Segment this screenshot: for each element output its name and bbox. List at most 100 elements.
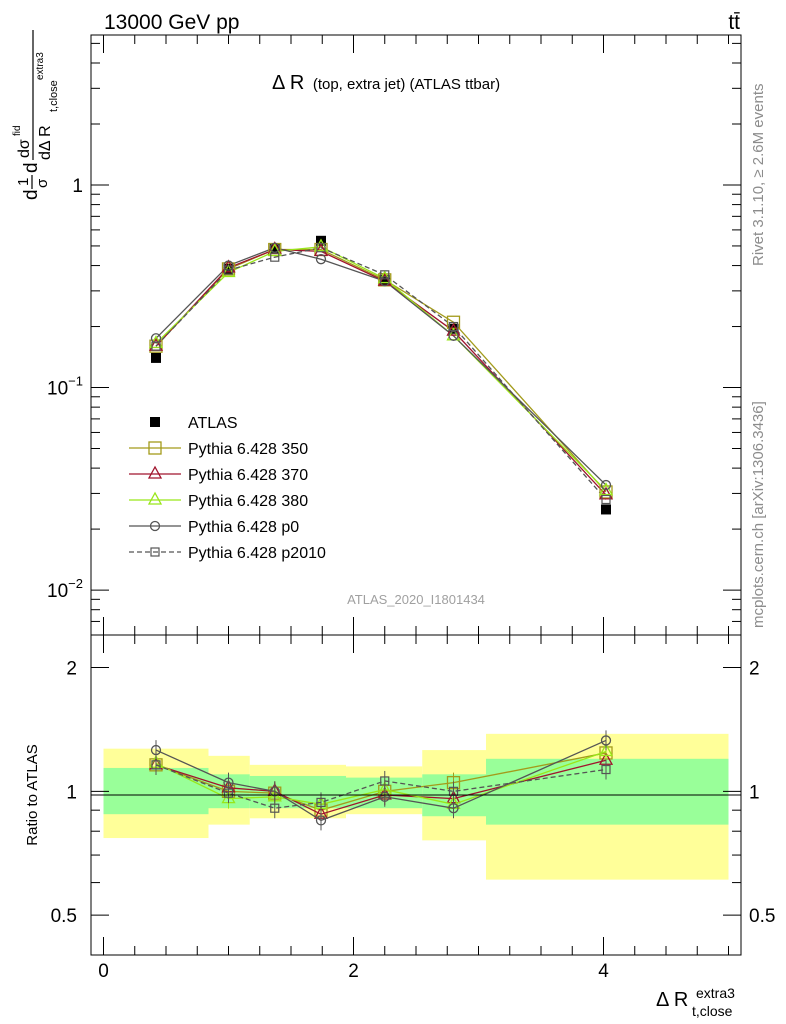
- point-pythia-6-428-380: [313, 238, 329, 252]
- point-atlas: [379, 274, 390, 285]
- main-series-layer: [148, 235, 614, 515]
- y-tick-label: 10−1: [47, 374, 83, 400]
- point-atlas: [151, 352, 161, 363]
- ylabel-fid: fid: [12, 125, 23, 136]
- legend-marker: [148, 441, 162, 455]
- x-tick-label: 0: [98, 961, 109, 982]
- ratio-point-pythia-6-428-p0: [269, 786, 280, 797]
- ratio-band-stat: [486, 758, 729, 825]
- ratio-y-tick-label-right: 0.5: [749, 906, 775, 927]
- main-y-tick-labels: 1 10−1 10−2: [47, 176, 83, 602]
- legend-entry-pythia-6-428-p2010: Pythia 6.428 p2010: [129, 545, 326, 562]
- ratio-axis-ticks: [91, 635, 741, 955]
- xlabel-sup: extra3: [696, 985, 735, 1001]
- ratio-y-tick-label: 2: [66, 659, 77, 680]
- point-pythia-6-428-p2010: [448, 321, 459, 332]
- point-pythia-6-428-350: [221, 262, 236, 276]
- ratio-y-tick-label: 1: [66, 782, 77, 803]
- point-pythia-6-428-p2010: [151, 341, 161, 351]
- point-pythia-6-428-p0: [150, 333, 162, 344]
- legend-label: ATLAS: [188, 415, 238, 432]
- ylabel-sigma: σ: [34, 178, 51, 188]
- energy-label: 13000 GeV pp: [104, 11, 239, 34]
- point-atlas: [601, 504, 611, 515]
- ratio-point-pythia-6-428-p0: [150, 744, 162, 756]
- point-pythia-6-428-350: [599, 485, 613, 499]
- point-pythia-6-428-p2010: [223, 265, 234, 275]
- ratio-point-pythia-6-428-p0: [448, 803, 459, 814]
- ratio-y-tick-label-right: 1: [749, 782, 760, 803]
- xlabel-sub: t,close: [692, 1003, 733, 1019]
- xlabel-main: Δ R: [656, 989, 688, 1011]
- legend-marker: [150, 547, 160, 557]
- ratio-point-pythia-6-428-p0: [315, 815, 327, 826]
- point-pythia-6-428-370: [313, 243, 329, 257]
- point-pythia-6-428-p2010: [316, 243, 326, 253]
- point-pythia-6-428-370: [446, 322, 461, 336]
- ratio-y-axis-label: Ratio to ATLAS: [24, 744, 41, 845]
- legend-label: Pythia 6.428 350: [188, 441, 308, 458]
- ylabel-sup: extra3: [35, 52, 46, 80]
- x-tick-labels: 0 2 4: [98, 961, 609, 982]
- legend-entry-atlas: ATLAS: [150, 415, 238, 432]
- ratio-panel: 2 2 1 1 0.5 0.5 0 2 4 Ratio to ATLAS Δ R extra3…: [24, 634, 776, 1019]
- plot-title-sub: (top, extra jet) (ATLAS ttbar): [313, 76, 500, 93]
- ratio-bands: [103, 733, 729, 880]
- legend-entry-pythia-6-428-350: Pythia 6.428 350: [129, 441, 308, 458]
- legend-marker: [149, 520, 161, 532]
- ratio-y-tick-labels: 2 2 1 1 0.5 0.5: [51, 659, 776, 928]
- legend-entry-pythia-6-428-380: Pythia 6.428 380: [129, 491, 308, 510]
- ratio-y-tick-label: 0.5: [51, 906, 77, 927]
- legend-entry-pythia-6-428-370: Pythia 6.428 370: [129, 465, 308, 484]
- y-tick-label: 10−2: [47, 576, 83, 602]
- point-pythia-6-428-380: [221, 264, 236, 278]
- point-atlas: [269, 243, 280, 254]
- ratio-point-pythia-6-428-380: [598, 743, 614, 757]
- ylabel-prefix: d: [21, 189, 42, 200]
- point-pythia-6-428-370: [598, 486, 614, 500]
- legend-marker: [147, 491, 163, 505]
- legend-label: Pythia 6.428 380: [188, 493, 308, 510]
- point-pythia-6-428-p2010: [380, 270, 390, 280]
- x-tick-label: 2: [348, 961, 359, 982]
- ratio-point-pythia-6-428-p2010: [270, 803, 280, 813]
- ratio-series-layer: [148, 730, 614, 831]
- main-axis-ticks: [91, 35, 741, 636]
- ylabel-denominator: dΔ R: [37, 125, 54, 160]
- point-pythia-6-428-380: [267, 243, 282, 257]
- y-tick-label: 1: [72, 176, 83, 197]
- ratio-point-pythia-6-428-p0: [600, 735, 612, 746]
- legend-label: Pythia 6.428 370: [188, 467, 308, 484]
- point-pythia-6-428-p2010: [270, 252, 280, 262]
- legend-marker: [150, 417, 160, 427]
- plot-title: Δ R (top, extra jet) (ATLAS ttbar): [272, 72, 500, 94]
- legend-entry-pythia-6-428-p0: Pythia 6.428 p0: [129, 519, 299, 536]
- ratio-point-pythia-6-428-p2010: [601, 764, 611, 775]
- main-y-axis-label: d 1 σ d dσ fid dΔ R t,close extra3: [12, 30, 60, 200]
- x-axis-label: Δ R extra3 t,close: [656, 985, 735, 1019]
- point-pythia-6-428-p2010: [601, 494, 611, 505]
- point-pythia-6-428-p0: [448, 330, 459, 341]
- point-atlas: [223, 263, 234, 274]
- legend: ATLAS Pythia 6.428 350 Pythia 6.428 370 Pyt…: [129, 415, 326, 562]
- x-tick-label: 4: [598, 961, 609, 982]
- point-pythia-6-428-p0: [315, 254, 327, 265]
- point-pythia-6-428-p0: [269, 242, 280, 253]
- ylabel-d: d: [21, 162, 42, 173]
- legend-label: Pythia 6.428 p2010: [188, 545, 326, 562]
- ratio-point-pythia-6-428-p2010: [316, 797, 326, 808]
- ratio-band-stat: [103, 767, 209, 815]
- mcplots-label: mcplots.cern.ch [arXiv:1306.3436]: [750, 401, 767, 628]
- ylabel-sub: t,close: [48, 80, 60, 112]
- ylabel-dsigma: dσ: [16, 139, 33, 158]
- legend-marker: [147, 465, 163, 479]
- ratio-y-tick-label-right: 2: [749, 659, 760, 680]
- ylabel-one: 1: [15, 178, 32, 186]
- process-label: tt̄: [728, 11, 740, 34]
- analysis-label: ATLAS_2020_I1801434: [347, 592, 485, 607]
- ratio-point-pythia-6-428-p2010: [151, 760, 161, 770]
- plot-title-main: Δ R: [272, 72, 304, 94]
- ratio-point-pythia-6-428-p2010: [223, 788, 234, 798]
- legend-label: Pythia 6.428 p0: [188, 519, 299, 536]
